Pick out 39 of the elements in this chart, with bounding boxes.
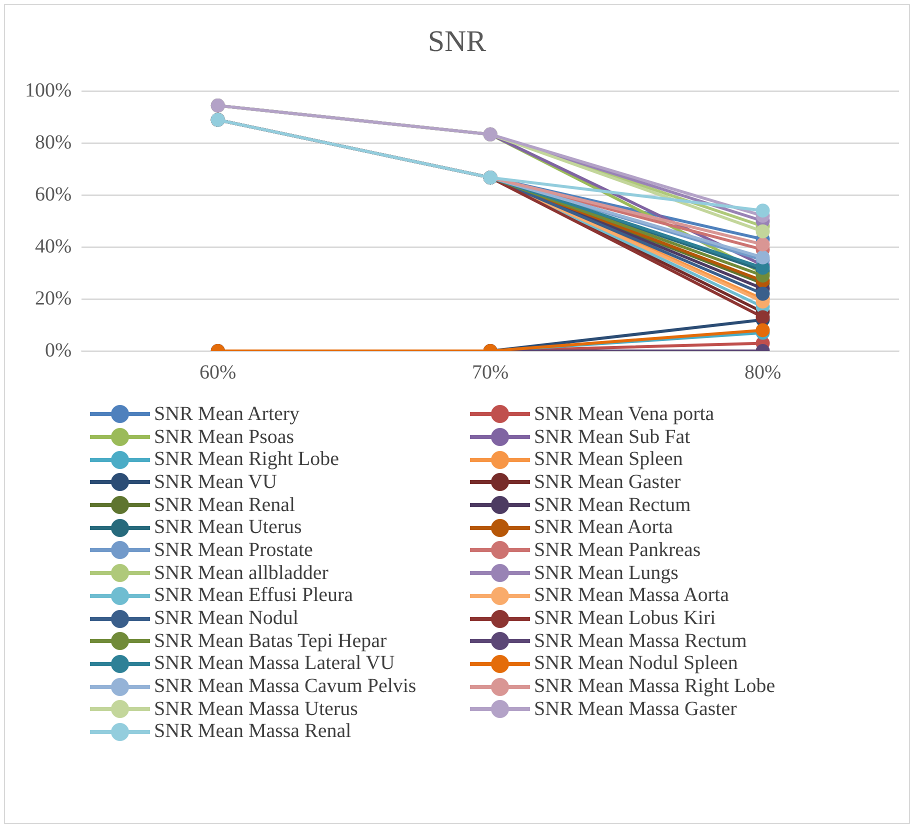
legend-label: SNR Mean Pankreas	[534, 538, 701, 562]
legend-label: SNR Mean Aorta	[534, 516, 673, 540]
legend-label: SNR Mean Gaster	[534, 470, 681, 494]
legend-label: SNR Mean Nodul Spleen	[534, 652, 738, 676]
y-tick-label: 0%	[44, 339, 72, 362]
legend-label: SNR Mean Artery	[154, 402, 300, 426]
y-tick-label: 80%	[34, 131, 72, 154]
x-tick-label: 80%	[744, 361, 782, 384]
legend-label: SNR Mean Uterus	[154, 516, 302, 540]
legend-label: SNR Mean Renal	[154, 494, 296, 517]
legend-label: SNR Mean Massa Rectum	[534, 630, 747, 653]
legend-label: SNR Mean Batas Tepi Hepar	[154, 630, 387, 653]
legend-label: SNR Mean Spleen	[534, 448, 683, 472]
legend-label: SNR Mean Massa Uterus	[154, 698, 358, 721]
legend-label: SNR Mean Massa Cavum Pelvis	[154, 675, 416, 698]
legend-label: SNR Mean Massa Renal	[154, 720, 352, 744]
legend-label: SNR Mean Prostate	[154, 538, 313, 562]
legend-label: SNR Mean Vena porta	[534, 402, 714, 426]
x-tick-label: 60%	[200, 361, 236, 384]
legend-label: SNR Mean Massa Lateral VU	[154, 652, 395, 676]
y-tick-label: 60%	[34, 183, 72, 206]
y-tick-label: 20%	[34, 287, 72, 310]
legend-label: SNR Mean Right Lobe	[154, 448, 339, 472]
chart-title: SNR	[428, 24, 486, 58]
x-tick-label: 70%	[472, 361, 509, 384]
legend-label: SNR Mean Massa Aorta	[534, 584, 729, 608]
legend-label: SNR Mean Massa Gaster	[534, 698, 737, 721]
legend-label: SNR Mean allbladder	[154, 562, 328, 585]
legend-label: SNR Mean Lobus Kiri	[534, 607, 716, 630]
y-tick-label: 100%	[24, 79, 72, 102]
legend-label: SNR Mean Nodul	[154, 607, 298, 630]
y-tick-label: 40%	[34, 235, 72, 258]
legend-label: SNR Mean Rectum	[534, 494, 691, 517]
legend-label: SNR Mean VU	[154, 470, 277, 494]
legend-label: SNR Mean Sub Fat	[534, 426, 690, 449]
legend-label: SNR Mean Massa Right Lobe	[534, 675, 776, 698]
legend-label: SNR Mean Lungs	[534, 562, 678, 585]
legend-label: SNR Mean Psoas	[154, 426, 294, 449]
legend-label: SNR Mean Effusi Pleura	[154, 584, 354, 608]
